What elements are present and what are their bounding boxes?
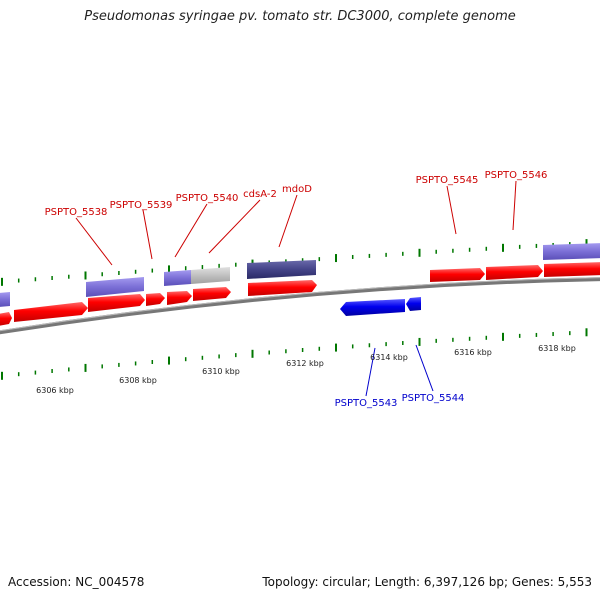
kbp-label: 6308 kbp — [119, 376, 157, 385]
gene-label[interactable]: cdsA-2 — [243, 189, 277, 200]
gene-label[interactable]: PSPTO_5545 — [416, 175, 479, 186]
gene-arrow-forward[interactable] — [544, 262, 600, 277]
gene-arrow-forward[interactable] — [486, 265, 543, 280]
gene-arrow-forward[interactable] — [167, 291, 192, 305]
feature-blocks — [0, 243, 600, 307]
map-title: Pseudomonas syringae pv. tomato str. DC3… — [84, 9, 516, 24]
forward-genes — [0, 262, 600, 326]
kbp-label: 6310 kbp — [202, 367, 240, 376]
feature-block[interactable] — [191, 267, 230, 284]
gene-arrow-reverse[interactable] — [340, 299, 405, 316]
gene-label[interactable]: PSPTO_5546 — [485, 170, 548, 181]
gene-arrow-forward[interactable] — [0, 312, 12, 326]
feature-block[interactable] — [543, 243, 600, 260]
inner-tick-track — [1, 328, 588, 380]
gene-arrow-forward[interactable] — [14, 302, 88, 322]
kbp-label: 6306 kbp — [36, 386, 74, 395]
gene-arrow-forward[interactable] — [193, 287, 231, 301]
gene-arrow-forward[interactable] — [88, 294, 145, 312]
genome-summary-text: Topology: circular; Length: 6,397,126 bp… — [262, 575, 592, 589]
kbp-label: 6316 kbp — [454, 348, 492, 357]
gene-label[interactable]: PSPTO_5543 — [335, 398, 398, 409]
gene-label[interactable]: PSPTO_5540 — [176, 193, 239, 204]
gene-label[interactable]: PSPTO_5538 — [45, 207, 108, 218]
gene-label[interactable]: PSPTO_5539 — [110, 200, 173, 211]
kbp-label: 6314 kbp — [370, 353, 408, 362]
genome-backbone — [0, 277, 600, 335]
outer-tick-track — [1, 239, 588, 286]
label-leaders — [75, 180, 517, 397]
gene-label[interactable]: PSPTO_5544 — [402, 393, 465, 404]
feature-block[interactable] — [164, 270, 191, 286]
kbp-label: 6318 kbp — [538, 344, 576, 353]
genome-backbone-highlight — [0, 277, 600, 332]
reverse-genes — [340, 297, 421, 316]
feature-block[interactable] — [0, 292, 10, 307]
accession-text: Accession: NC_004578 — [8, 575, 145, 589]
gene-label[interactable]: mdoD — [282, 184, 312, 195]
gene-arrow-forward[interactable] — [146, 293, 165, 306]
gene-arrow-forward[interactable] — [248, 280, 317, 296]
gene-arrow-forward[interactable] — [430, 268, 485, 282]
kbp-label: 6312 kbp — [286, 359, 324, 368]
feature-block[interactable] — [247, 260, 316, 279]
gene-arrow-reverse[interactable] — [406, 297, 421, 311]
feature-block[interactable] — [86, 277, 144, 297]
